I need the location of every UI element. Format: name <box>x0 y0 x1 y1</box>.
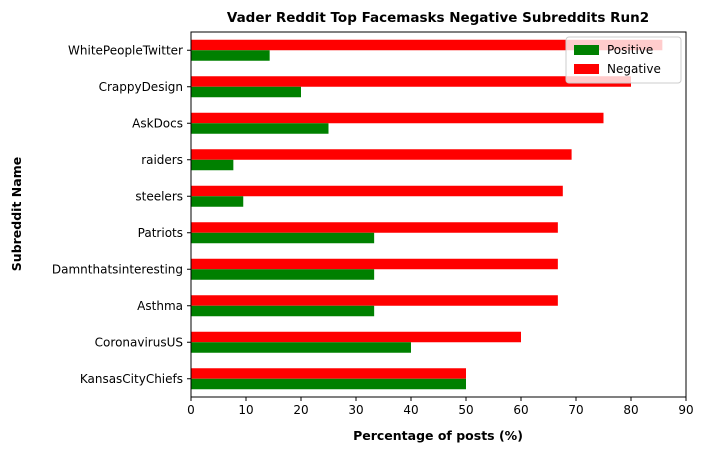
x-tick-label-20: 20 <box>293 403 308 417</box>
y-tick-label-coronavirusus: CoronavirusUS <box>95 335 183 349</box>
bar-positive-raiders <box>191 159 234 171</box>
bar-positive-coronavirusus <box>191 342 411 353</box>
x-tick-label-80: 80 <box>623 403 638 417</box>
legend: Positive Negative <box>565 36 682 84</box>
x-tick-label-50: 50 <box>458 403 473 417</box>
bar-negative-kansascitychiefs <box>191 368 466 379</box>
x-tick-label-70: 70 <box>568 403 583 417</box>
y-tick-label-damnthatsinteresting: Damnthatsinteresting <box>52 262 183 276</box>
bar-negative-whitepeopletwitter <box>191 39 663 51</box>
bar-positive-steelers <box>191 196 244 207</box>
y-axis-label: Subreddit Name <box>9 157 24 271</box>
bar-positive-crappydesign <box>191 86 301 98</box>
bar-positive-damnthatsinteresting <box>191 269 375 280</box>
bar-positive-kansascitychiefs <box>191 378 466 390</box>
x-tick-label-90: 90 <box>678 403 693 417</box>
bar-positive-asthma <box>191 305 375 317</box>
y-tick-label-kansascitychiefs: KansasCityChiefs <box>80 372 183 386</box>
bar-negative-crappydesign <box>191 76 631 87</box>
y-tick-label-asthma: Asthma <box>137 299 183 313</box>
legend-swatch-negative <box>574 64 599 74</box>
bar-positive-whitepeopletwitter <box>191 50 270 61</box>
legend-label-negative: Negative <box>607 62 661 76</box>
x-tick-label-60: 60 <box>513 403 528 417</box>
legend-label-positive: Positive <box>607 43 653 57</box>
chart-title: Vader Reddit Top Facemasks Negative Subr… <box>227 10 649 26</box>
y-axis: KansasCityChiefs CoronavirusUS Asthma Damnt… <box>52 43 191 386</box>
bar-positive-patriots <box>191 232 375 244</box>
y-tick-label-askdocs: AskDocs <box>132 116 183 130</box>
bar-negative-steelers <box>191 185 563 197</box>
bar-negative-raiders <box>191 149 572 160</box>
y-tick-label-crappydesign: CrappyDesign <box>99 80 183 94</box>
x-tick-label-0: 0 <box>187 403 195 417</box>
bar-negative-askdocs <box>191 112 604 124</box>
bar-negative-coronavirusus <box>191 331 521 343</box>
x-axis: 0 10 20 30 40 50 60 70 80 90 <box>187 397 694 417</box>
bars-group <box>191 39 663 390</box>
y-tick-label-raiders: raiders <box>141 153 183 167</box>
y-tick-label-patriots: Patriots <box>138 226 183 240</box>
legend-swatch-positive <box>574 45 599 55</box>
bar-negative-patriots <box>191 222 558 233</box>
x-axis-label: Percentage of posts (%) <box>353 428 523 443</box>
bar-negative-damnthatsinteresting <box>191 258 558 270</box>
x-tick-label-40: 40 <box>403 403 418 417</box>
bar-negative-asthma <box>191 295 558 306</box>
plot-frame <box>190 31 687 398</box>
bar-positive-askdocs <box>191 123 329 134</box>
x-tick-label-10: 10 <box>238 403 253 417</box>
y-tick-label-steelers: steelers <box>135 189 183 203</box>
y-tick-label-whitepeopletwitter: WhitePeopleTwitter <box>68 43 183 57</box>
x-tick-label-30: 30 <box>348 403 363 417</box>
